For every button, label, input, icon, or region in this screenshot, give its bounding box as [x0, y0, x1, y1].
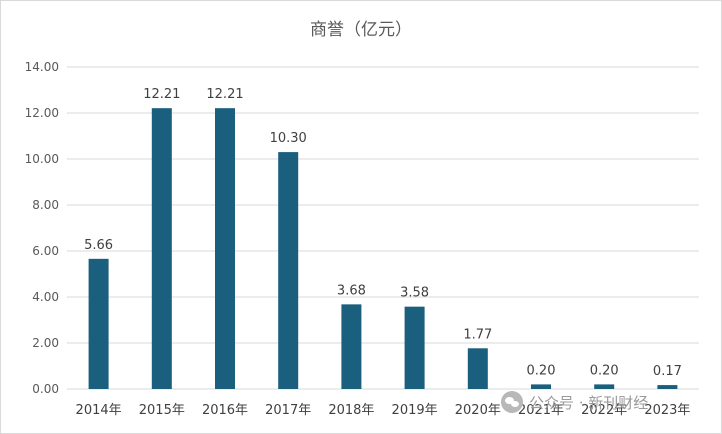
y-tick-label: 2.00 [32, 336, 59, 350]
bar [594, 384, 615, 389]
x-tick-label: 2015年 [139, 403, 185, 418]
y-tick-label: 8.00 [32, 198, 59, 212]
y-tick-label: 14.00 [25, 60, 59, 74]
data-label: 0.20 [527, 363, 556, 378]
data-label: 1.77 [463, 327, 492, 342]
bar [657, 385, 678, 389]
data-label: 3.58 [400, 286, 429, 301]
bar [467, 348, 488, 389]
chart-title: 商誉（亿元） [310, 20, 412, 40]
watermark: 公众号 · 新刊财经 [501, 391, 648, 413]
data-label: 5.66 [84, 238, 113, 253]
x-tick-label: 2022年 [581, 403, 627, 418]
data-label: 12.21 [206, 87, 243, 102]
x-tick-label: 2016年 [202, 403, 248, 418]
bar [151, 108, 172, 390]
data-label: 0.17 [653, 364, 682, 379]
bar [404, 306, 425, 389]
data-label: 12.21 [143, 87, 180, 102]
wechat-icon [501, 391, 523, 413]
y-tick-label: 6.00 [32, 244, 59, 258]
data-label: 10.30 [270, 131, 307, 146]
x-tick-label: 2020年 [455, 403, 501, 418]
x-tick-label: 2018年 [328, 403, 374, 418]
bar [278, 152, 299, 389]
y-tick-label: 0.00 [32, 382, 59, 396]
x-tick-label: 2021年 [518, 403, 564, 418]
bar [341, 304, 362, 389]
x-tick-label: 2017年 [265, 403, 311, 418]
x-tick-label: 2023年 [644, 403, 690, 418]
watermark-text: 公众号 · 新刊财经 [529, 393, 649, 412]
y-tick-label: 4.00 [32, 290, 59, 304]
x-tick-label: 2019年 [392, 403, 438, 418]
bar [531, 384, 551, 389]
x-tick-label: 2014年 [76, 403, 122, 418]
bar [88, 258, 109, 389]
bar [215, 108, 235, 390]
data-label: 3.68 [337, 283, 366, 298]
y-tick-label: 10.00 [25, 152, 59, 166]
data-label: 0.20 [590, 363, 619, 378]
y-tick-label: 12.00 [25, 106, 59, 120]
